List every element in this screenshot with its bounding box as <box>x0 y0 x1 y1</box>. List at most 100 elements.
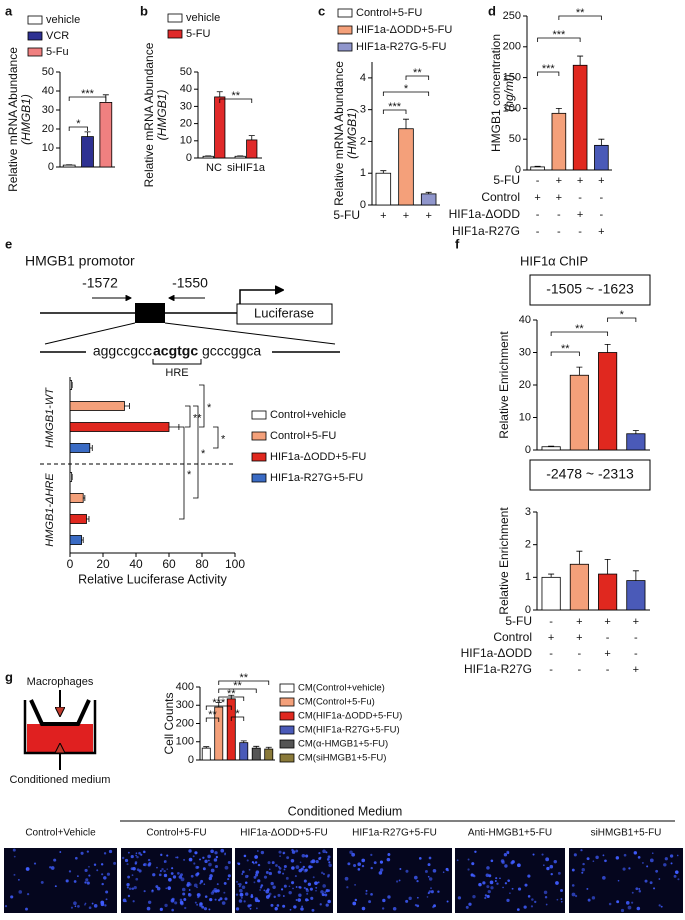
cell-dot <box>320 871 324 875</box>
cell-dot <box>413 875 418 880</box>
cell-dot <box>587 898 591 902</box>
cell-dot <box>53 858 57 862</box>
cell-dot <box>300 907 304 911</box>
cell-dot <box>523 905 527 909</box>
significance-label: * <box>187 469 192 481</box>
legend-label: CM(siHMGB1+5-FU) <box>298 753 386 764</box>
condition-mark: + <box>577 175 583 187</box>
cell-dot <box>200 879 204 883</box>
condition-mark: + <box>598 175 604 187</box>
cell-dot <box>126 863 129 866</box>
cell-dot <box>288 890 292 895</box>
cell-dot <box>88 906 92 910</box>
micrograph-label: HIF1a-ΔODD+5-FU <box>240 828 328 839</box>
cell-dot <box>298 893 302 897</box>
cell-dot <box>327 855 331 859</box>
cell-dot <box>395 880 399 883</box>
cell-dot <box>174 901 178 905</box>
bar <box>69 514 87 524</box>
legend-swatch <box>337 25 353 35</box>
cell-dot <box>327 875 330 878</box>
y-tick-label: 30 <box>519 346 531 358</box>
cell-dot <box>487 889 491 894</box>
cell-dot <box>631 901 634 904</box>
bar <box>81 136 94 168</box>
cell-dot <box>156 866 158 869</box>
condition-mark: + <box>534 192 540 204</box>
cell-dot <box>488 874 492 878</box>
condition-mark: - <box>557 226 561 238</box>
cell-dot <box>194 901 197 904</box>
cell-dot <box>324 893 328 897</box>
error-bar <box>555 108 562 114</box>
error-bar <box>84 131 91 137</box>
cell-dot <box>165 887 168 890</box>
cell-dot <box>241 873 244 875</box>
cell-dot <box>147 858 151 862</box>
cell-dot <box>260 884 264 887</box>
cell-dot <box>13 873 16 876</box>
legend-swatch <box>251 473 267 483</box>
cell-dot <box>18 879 20 881</box>
error-bar <box>240 740 247 743</box>
cell-dot <box>132 900 135 903</box>
cell-dot <box>437 890 440 893</box>
cell-dot <box>427 875 430 878</box>
cell-dot <box>653 887 656 890</box>
error-bar <box>604 343 611 353</box>
cell-dot <box>208 876 212 881</box>
cell-dot <box>471 862 475 866</box>
cell-dot <box>224 897 228 901</box>
bar <box>201 747 211 761</box>
condition-mark: + <box>556 192 562 204</box>
error-bar <box>248 135 255 140</box>
cell-dot <box>628 867 631 870</box>
condition-label: 5-FU <box>493 173 520 187</box>
zoom-line <box>164 322 336 345</box>
y-tick-label: 50 <box>509 133 521 145</box>
y-tick-label: 30 <box>180 100 192 112</box>
y-tick-label: 4 <box>360 72 366 84</box>
cell-dot <box>213 887 218 892</box>
cell-dot <box>128 887 132 891</box>
cell-dot <box>344 876 349 881</box>
cell-dot <box>655 869 659 873</box>
x-tick-label: 80 <box>195 557 209 571</box>
significance-bracket <box>205 705 232 710</box>
condition-mark: - <box>578 664 582 676</box>
group-label: HMGB1-WT <box>44 387 56 448</box>
panel-letter: d <box>488 3 496 18</box>
y-axis-label: HMGB1 concentration <box>489 34 503 152</box>
cell-dot <box>238 882 242 886</box>
significance-bracket <box>179 426 185 520</box>
cell-dot <box>289 908 292 911</box>
y-tick-label: 40 <box>180 83 192 95</box>
legend-swatch <box>27 47 43 57</box>
significance-label: * <box>404 83 409 95</box>
cell-dot <box>290 859 295 863</box>
cell-dot <box>68 870 72 873</box>
y-tick-label: 20 <box>519 379 531 391</box>
cell-dot <box>524 883 528 887</box>
y-tick-label: 40 <box>519 314 531 326</box>
cell-dot <box>254 873 259 877</box>
significance-bracket <box>185 405 191 428</box>
cell-dot <box>322 872 325 875</box>
cell-dot <box>175 856 177 859</box>
y-tick-label: 30 <box>42 104 54 116</box>
cell-dot <box>381 907 385 910</box>
cell-dot <box>468 902 472 906</box>
cell-dot <box>573 853 577 857</box>
cell-dot <box>361 906 366 911</box>
bar <box>541 446 561 451</box>
cell-dot <box>209 874 213 878</box>
micrograph-label: Control+Vehicle <box>25 828 96 839</box>
cell-dot <box>249 904 252 907</box>
cell-dot <box>131 874 134 877</box>
cell-dot <box>490 859 494 863</box>
error-bar <box>598 138 605 146</box>
cell-dot <box>101 882 104 886</box>
cell-dot <box>638 889 642 893</box>
cell-dot <box>556 898 559 901</box>
cell-dot <box>482 881 486 885</box>
